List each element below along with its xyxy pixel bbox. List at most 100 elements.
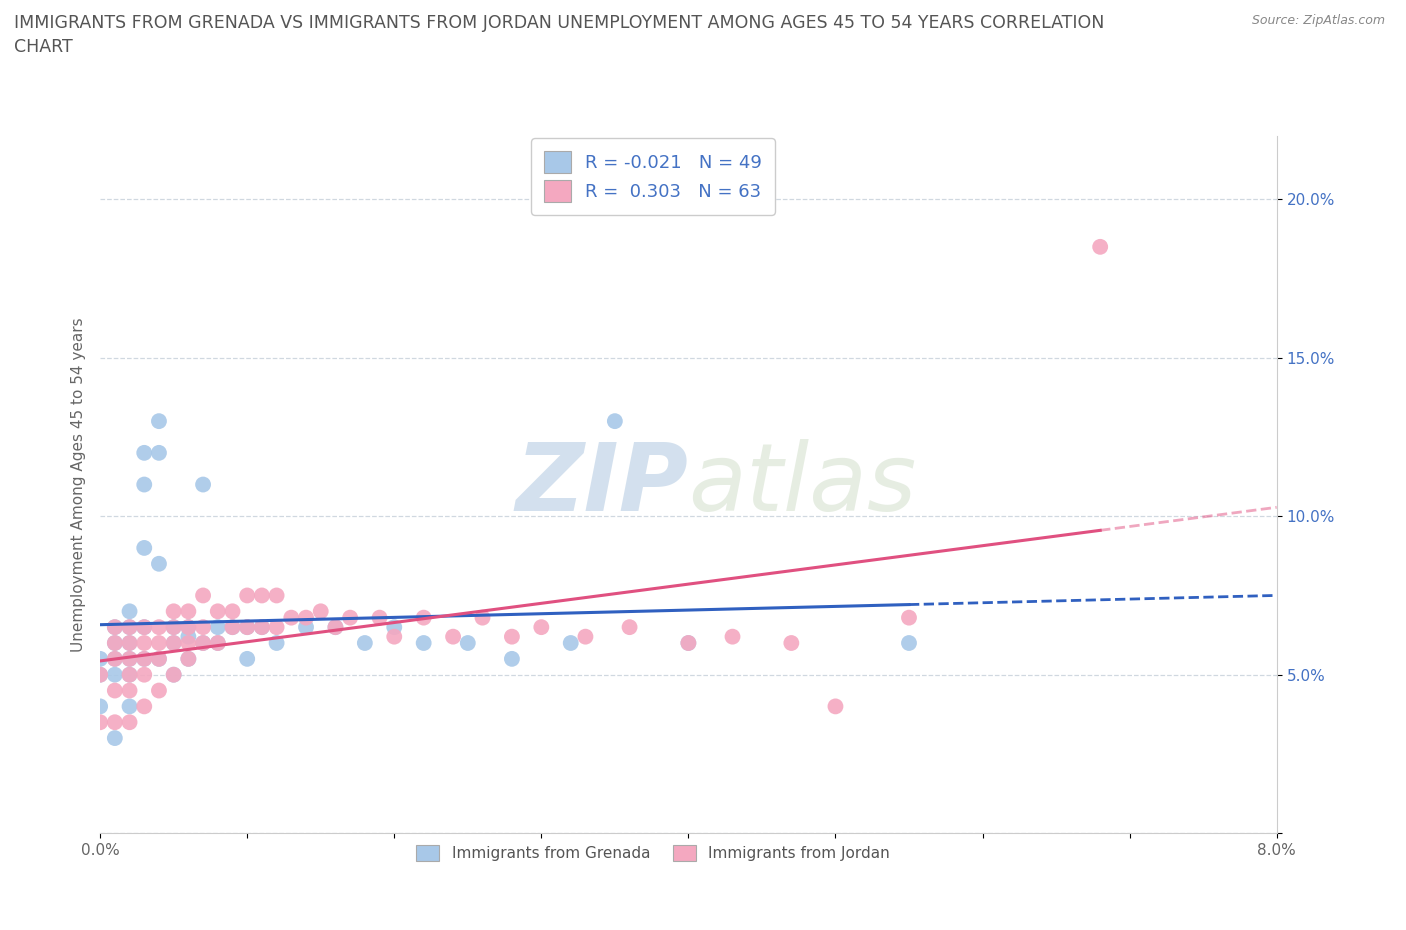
Point (104, 619, 127, 634)
Point (163, 619, 186, 634)
Point (118, 699, 141, 714)
Point (104, 651, 127, 666)
Point (412, 610, 434, 625)
Point (191, 477, 214, 492)
Point (501, 630, 523, 644)
Point (325, 619, 347, 634)
Point (574, 630, 596, 644)
Point (148, 651, 170, 666)
Point (191, 588, 214, 603)
Point (163, 667, 186, 682)
Y-axis label: Unemployment Among Ages 45 to 54 years: Unemployment Among Ages 45 to 54 years (72, 317, 86, 652)
Point (104, 651, 127, 666)
Point (118, 619, 141, 634)
Point (104, 684, 127, 698)
Point (501, 651, 523, 666)
Point (250, 588, 273, 603)
Point (89, 715, 111, 730)
Point (250, 619, 273, 634)
Point (118, 715, 141, 730)
Point (118, 604, 141, 618)
Point (163, 604, 186, 618)
Point (560, 635, 582, 650)
Point (325, 619, 347, 634)
Point (104, 715, 127, 730)
Point (104, 667, 127, 682)
Point (134, 619, 156, 634)
Point (236, 619, 259, 634)
Point (207, 619, 229, 634)
Point (118, 651, 141, 666)
Point (309, 604, 332, 618)
Point (221, 619, 243, 634)
Point (148, 414, 170, 429)
Point (191, 635, 214, 650)
Point (134, 667, 156, 682)
Point (148, 651, 170, 666)
Point (104, 731, 127, 746)
Point (1088, 239, 1111, 254)
Point (148, 445, 170, 460)
Point (353, 635, 375, 650)
Point (163, 635, 186, 650)
Point (266, 588, 288, 603)
Point (89, 651, 111, 666)
Point (118, 667, 141, 682)
Point (134, 540, 156, 555)
Point (104, 635, 127, 650)
Point (134, 651, 156, 666)
Point (177, 619, 200, 634)
Point (721, 630, 744, 644)
Point (134, 699, 156, 714)
Point (339, 610, 361, 625)
Point (104, 619, 127, 634)
Point (412, 635, 434, 650)
Point (266, 635, 288, 650)
Point (221, 619, 243, 634)
Point (457, 635, 479, 650)
Point (266, 619, 288, 634)
Point (191, 619, 214, 634)
Point (134, 619, 156, 634)
Point (295, 610, 318, 625)
Point (530, 619, 553, 634)
Point (236, 619, 259, 634)
Text: atlas: atlas (689, 439, 917, 530)
Point (678, 635, 700, 650)
Point (898, 635, 921, 650)
Point (207, 635, 229, 650)
Point (163, 667, 186, 682)
Point (441, 630, 464, 644)
Point (619, 619, 641, 634)
Point (177, 651, 200, 666)
Point (236, 588, 259, 603)
Point (603, 414, 626, 429)
Point (295, 619, 318, 634)
Point (134, 651, 156, 666)
Point (134, 477, 156, 492)
Point (177, 635, 200, 650)
Text: Source: ZipAtlas.com: Source: ZipAtlas.com (1251, 14, 1385, 27)
Text: ZIP: ZIP (516, 439, 689, 530)
Point (207, 604, 229, 618)
Point (118, 667, 141, 682)
Point (118, 619, 141, 634)
Point (824, 699, 846, 714)
Text: IMMIGRANTS FROM GRENADA VS IMMIGRANTS FROM JORDAN UNEMPLOYMENT AMONG AGES 45 TO : IMMIGRANTS FROM GRENADA VS IMMIGRANTS FR… (14, 14, 1105, 56)
Point (118, 635, 141, 650)
Point (250, 619, 273, 634)
Point (89, 667, 111, 682)
Point (191, 635, 214, 650)
Point (780, 635, 803, 650)
Point (898, 610, 921, 625)
Point (89, 667, 111, 682)
Point (148, 619, 170, 634)
Point (221, 604, 243, 618)
Point (368, 610, 391, 625)
Point (163, 619, 186, 634)
Point (118, 651, 141, 666)
Point (148, 635, 170, 650)
Point (163, 635, 186, 650)
Point (236, 651, 259, 666)
Point (177, 619, 200, 634)
